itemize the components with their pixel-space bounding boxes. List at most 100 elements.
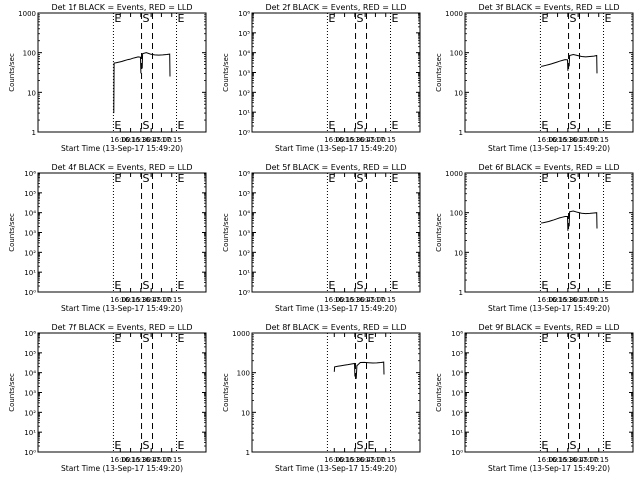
- series-line: [568, 210, 598, 229]
- marker-label-top: S: [570, 332, 577, 345]
- y-axis-label: Counts/sec: [222, 53, 230, 92]
- marker-label-bottom: E: [178, 439, 185, 452]
- x-tick-label: 16:15: [120, 296, 140, 304]
- x-tick-label: 16:00: [324, 136, 344, 144]
- x-tick-label: 16:45: [141, 456, 161, 464]
- x-tick-label: 16:15: [547, 136, 567, 144]
- x-tick-label: 17:15: [376, 136, 396, 144]
- y-tick-label: 10⁵: [451, 350, 463, 358]
- x-tick-label: 16:15: [334, 456, 354, 464]
- y-tick-label: 10⁰: [24, 449, 36, 457]
- x-tick-label: 16:15: [334, 136, 354, 144]
- marker-label-top: E: [114, 172, 121, 185]
- chart-panel-3: Det 3f BLACK = Events, RED = LLD 1 10 100 10…: [435, 3, 634, 153]
- y-tick-label: 10⁵: [24, 350, 36, 358]
- y-tick-label: 10¹: [451, 429, 463, 437]
- x-tick-label: 17:15: [162, 456, 182, 464]
- marker-label-top: E: [114, 12, 121, 25]
- marker-label-bottom: S: [357, 439, 364, 452]
- x-axis-label: Start Time (13-Sep-17 15:49:20): [275, 304, 397, 313]
- series-line: [141, 52, 171, 77]
- x-tick-label: 16:45: [568, 456, 588, 464]
- x-tick-label: 16:45: [141, 296, 161, 304]
- series-line: [541, 216, 569, 231]
- x-tick-label: 16:30: [131, 456, 151, 464]
- y-tick-label: 10¹: [24, 429, 36, 437]
- y-tick-label: 10⁴: [238, 210, 250, 218]
- y-tick-label: 10²: [24, 409, 36, 417]
- marker-label-bottom: E: [328, 119, 335, 132]
- marker-label-bottom: S: [143, 279, 150, 292]
- y-tick-label: 10³: [24, 230, 36, 238]
- y-tick-label: 10³: [238, 230, 250, 238]
- marker-label-bottom: E: [541, 119, 548, 132]
- x-tick-label: 16:00: [110, 456, 130, 464]
- x-tick-label: 16:00: [537, 136, 557, 144]
- y-tick-label: 10: [241, 409, 250, 417]
- y-tick-label: 10⁶: [24, 330, 36, 338]
- y-axis-label: Counts/sec: [222, 373, 230, 412]
- chart-title: Det 7f BLACK = Events, RED = LLD: [51, 323, 192, 332]
- y-tick-label: 10¹: [238, 109, 250, 117]
- marker-label-bottom: S: [570, 119, 577, 132]
- x-tick-label: 16:15: [547, 456, 567, 464]
- y-tick-label: 10¹: [238, 269, 250, 277]
- x-tick-label: 17:00: [365, 456, 385, 464]
- x-tick-label: 17:00: [151, 456, 171, 464]
- marker-label-bottom: E: [114, 119, 121, 132]
- y-tick-label: 10⁶: [24, 170, 36, 178]
- y-tick-label: 10³: [24, 390, 36, 398]
- y-axis-label: Counts/sec: [222, 213, 230, 252]
- x-tick-label: 17:15: [589, 136, 609, 144]
- marker-label-top: E: [605, 12, 612, 25]
- marker-label-top: S: [143, 12, 150, 25]
- x-tick-label: 17:15: [589, 456, 609, 464]
- x-tick-label: 17:00: [578, 136, 598, 144]
- y-tick-label: 1000: [445, 10, 463, 18]
- y-tick-label: 10⁴: [24, 210, 36, 218]
- x-tick-label: 16:45: [355, 296, 375, 304]
- x-tick-label: 16:30: [345, 136, 365, 144]
- series-line: [333, 362, 356, 377]
- x-axis-label: Start Time (13-Sep-17 15:49:20): [275, 144, 397, 153]
- x-tick-label: 16:30: [558, 296, 578, 304]
- marker-label-top: S: [570, 172, 577, 185]
- plot-frame: [464, 172, 634, 293]
- x-tick-label: 17:00: [365, 136, 385, 144]
- marker-label-top: S: [143, 332, 150, 345]
- marker-label-top: E: [328, 12, 335, 25]
- marker-label-bottom: S: [143, 119, 150, 132]
- y-tick-label: 10⁴: [24, 370, 36, 378]
- x-tick-label: 16:00: [537, 456, 557, 464]
- plot-frame: [251, 172, 421, 293]
- x-tick-label: 17:15: [376, 296, 396, 304]
- y-tick-label: 1000: [232, 330, 250, 338]
- x-tick-label: 16:15: [120, 456, 140, 464]
- y-tick-label: 10⁶: [451, 330, 463, 338]
- y-tick-label: 10⁰: [238, 289, 250, 297]
- marker-label-top: E: [392, 172, 399, 185]
- x-axis-label: Start Time (13-Sep-17 15:49:20): [275, 464, 397, 473]
- x-tick-label: 16:00: [110, 136, 130, 144]
- y-tick-label: 10: [454, 89, 463, 97]
- x-tick-label: 17:15: [162, 136, 182, 144]
- y-tick-label: 10²: [24, 249, 36, 257]
- plot-frame: [37, 12, 207, 133]
- marker-label-top: E: [178, 332, 185, 345]
- chart-panel-6: Det 6f BLACK = Events, RED = LLD 1 10 100 10…: [435, 163, 634, 313]
- marker-label-bottom: E: [541, 439, 548, 452]
- y-tick-label: 10³: [451, 390, 463, 398]
- plot-frame: [37, 332, 207, 453]
- y-tick-label: 10³: [238, 70, 250, 78]
- x-tick-label: 16:30: [131, 136, 151, 144]
- series-line: [541, 59, 569, 71]
- marker-label-bottom: E: [605, 279, 612, 292]
- x-tick-label: 16:00: [110, 296, 130, 304]
- marker-label-bottom: E: [605, 439, 612, 452]
- marker-label-top: E: [114, 332, 121, 345]
- marker-label-top: S: [357, 172, 364, 185]
- x-tick-label: 17:00: [151, 136, 171, 144]
- chart-panel-8: Det 8f BLACK = Events, RED = LLD 1 10 100 10…: [222, 323, 421, 473]
- chart-panel-1: Det 1f BLACK = Events, RED = LLD 1 10 100 10…: [8, 3, 207, 153]
